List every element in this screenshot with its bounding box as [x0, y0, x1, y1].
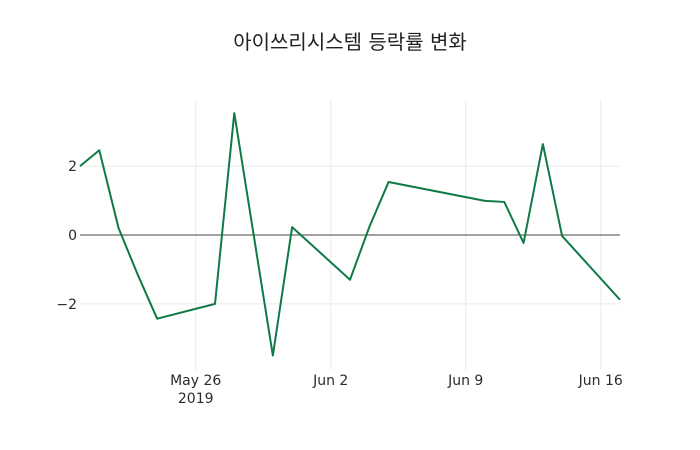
y-axis-ticks: 2 0 −2: [56, 159, 77, 313]
y-tick-label: −2: [56, 297, 77, 313]
chart-title: 아이쓰리시스템 등락률 변화: [233, 30, 467, 54]
series-line: [79, 112, 621, 357]
y-tick-label: 2: [68, 159, 77, 175]
x-tick-label: May 26: [170, 373, 221, 389]
series-lines: [79, 112, 621, 357]
x-axis-ticks: May 26 2019 Jun 2 Jun 9 Jun 16: [170, 373, 623, 407]
y-tick-label: 0: [68, 228, 77, 244]
grid: [80, 100, 620, 370]
x-tick-sublabel: 2019: [178, 391, 214, 407]
x-tick-label: Jun 16: [578, 373, 623, 389]
x-tick-label: Jun 9: [447, 373, 483, 389]
x-tick-label: Jun 2: [312, 373, 348, 389]
